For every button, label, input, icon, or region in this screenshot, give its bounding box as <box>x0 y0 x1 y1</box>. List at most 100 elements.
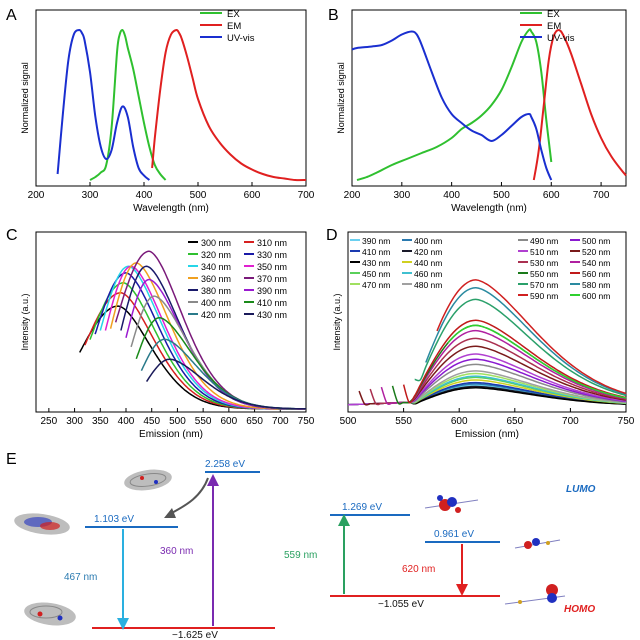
legend-label: 470 nm <box>362 280 390 290</box>
x-tick-label: 400 <box>118 416 135 427</box>
panel-label-a: A <box>6 7 17 24</box>
x-tick-label: 400 <box>136 190 153 201</box>
series-line-430-nm <box>145 358 306 410</box>
series-line-570-nm <box>414 298 627 397</box>
legend-label: 580 nm <box>582 280 610 290</box>
x-tick-label: 600 <box>543 190 560 201</box>
legend-label: 390 nm <box>362 236 390 246</box>
legend-label: UV-vis <box>547 33 575 44</box>
chart-b: 200 300 400 500 600 700 Wavelength (nm) Normali… <box>336 9 627 214</box>
panel-label-c: C <box>6 227 18 244</box>
legend-label: 320 nm <box>201 250 231 260</box>
legend-label: 300 nm <box>201 238 231 248</box>
x-tick-label: 350 <box>92 416 109 427</box>
level-label-right-mid: 0.961 eV <box>434 529 474 540</box>
legend-label: 400 nm <box>201 298 231 308</box>
legend-label: 560 nm <box>582 269 610 279</box>
legend-label: 570 nm <box>530 280 558 290</box>
legend-label: 490 nm <box>530 236 558 246</box>
x-tick-label: 500 <box>190 190 207 201</box>
legend-label: EM <box>547 21 561 32</box>
legend-label: 500 nm <box>582 236 610 246</box>
series-line-600-nm <box>447 324 627 399</box>
legend-label: 460 nm <box>414 269 442 279</box>
x-tick-label: 600 <box>244 190 261 201</box>
legend-label: 410 nm <box>257 298 287 308</box>
x-tick-label: 250 <box>41 416 58 427</box>
x-tick-label: 500 <box>169 416 186 427</box>
legend-label: 420 nm <box>201 310 231 320</box>
legend-label: UV-vis <box>227 33 255 44</box>
chart-c: 250 300 350 400 450 500 550 600 650 700 750 Emissio… <box>20 231 315 440</box>
legend-label: 530 nm <box>530 258 558 268</box>
arrow-up-right-head <box>338 514 350 526</box>
legend-label: 360 nm <box>201 274 231 284</box>
plot-frame <box>35 231 307 413</box>
y-axis-label: Intensity (a.u.) <box>20 293 30 350</box>
x-tick-label: 450 <box>143 416 160 427</box>
level-label-left-top: 2.258 eV <box>205 459 245 470</box>
legend-label: 350 nm <box>257 262 287 272</box>
x-tick-label: 700 <box>593 190 610 201</box>
arrow-up-label-left: 360 nm <box>160 546 193 557</box>
series-line-em <box>151 28 307 182</box>
legend-label: 600 nm <box>582 291 610 301</box>
x-tick-label: 700 <box>562 416 579 427</box>
x-axis-label: Wavelength (nm) <box>133 203 209 214</box>
molecule-icon-mid-right <box>514 538 561 549</box>
chart-a: 200 300 400 500 600 700 Wavelength (nm) Normali… <box>20 9 315 214</box>
series-line-560-nm <box>402 319 627 404</box>
legend-label: EM <box>227 21 241 32</box>
energy-diagram-right: 1.269 eV 0.961 eV −1.055 eV 559 nm 620 n… <box>284 484 596 615</box>
legend-label: 540 nm <box>582 258 610 268</box>
legend-label: EX <box>227 9 240 20</box>
x-tick-label: 750 <box>298 416 315 427</box>
legend-label: 380 nm <box>201 286 231 296</box>
series-line-590-nm <box>436 279 627 395</box>
molecule-icon-bottom <box>24 602 76 626</box>
arrow-down-left-head <box>117 618 129 630</box>
x-tick-label: 400 <box>443 190 460 201</box>
legend-label: 480 nm <box>414 280 442 290</box>
panel-label-b: B <box>328 7 339 24</box>
y-axis-label: Normalized signal <box>336 62 346 134</box>
legend-label: 390 nm <box>257 286 287 296</box>
level-label-right-bottom: −1.055 eV <box>378 599 424 610</box>
chart-d: 500 550 600 650 700 750 Emission (nm) Intensity… <box>332 231 635 440</box>
series-line-360-nm <box>109 262 306 410</box>
series-line-300-nm <box>79 305 306 410</box>
molecule-icon-mid <box>14 513 70 535</box>
legend-label: 330 nm <box>257 250 287 260</box>
series-line-ex <box>89 28 167 181</box>
x-tick-label: 300 <box>82 190 99 201</box>
arrow-down-label-right: 620 nm <box>402 564 435 575</box>
x-tick-label: 650 <box>246 416 263 427</box>
x-tick-label: 300 <box>66 416 83 427</box>
panel-label-d: D <box>326 227 338 244</box>
legend-label: 430 nm <box>362 258 390 268</box>
x-tick-label: 550 <box>395 416 412 427</box>
arrow-down-label-left: 467 nm <box>64 572 97 583</box>
molecule-icon-homo <box>504 584 566 605</box>
y-axis-label: Intensity (a.u.) <box>332 293 342 350</box>
x-tick-label: 300 <box>393 190 410 201</box>
x-axis-label: Emission (nm) <box>455 429 519 440</box>
level-label-right-top: 1.269 eV <box>342 502 382 513</box>
y-axis-label: Normalized signal <box>20 62 30 134</box>
x-axis-label: Wavelength (nm) <box>451 203 527 214</box>
molecule-icon-lumo <box>424 495 479 513</box>
plot-frame <box>35 9 307 187</box>
plot-frame <box>351 9 627 187</box>
relaxation-arrow <box>169 477 209 515</box>
legend-label: 450 nm <box>362 269 390 279</box>
legend-label: 340 nm <box>201 262 231 272</box>
series-line-uv-vis <box>56 28 151 181</box>
homo-label: HOMO <box>564 604 595 615</box>
lumo-label: LUMO <box>566 484 596 495</box>
energy-diagram-left: 2.258 eV 1.103 eV −1.625 eV 360 nm 467 n… <box>14 459 275 640</box>
legend-label: EX <box>547 9 560 20</box>
x-tick-label: 600 <box>451 416 468 427</box>
legend-label: 440 nm <box>414 258 442 268</box>
legend-label: 420 nm <box>414 247 442 257</box>
level-label-left-bottom: −1.625 eV <box>172 630 218 640</box>
